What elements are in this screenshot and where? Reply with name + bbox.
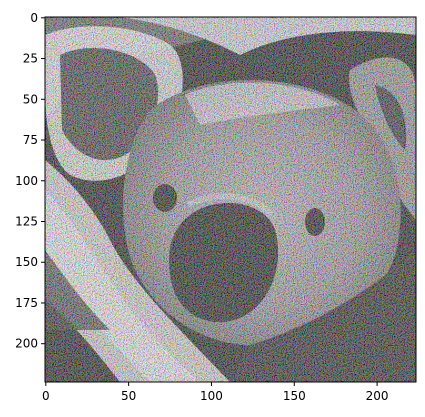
x-tick-label: 100	[200, 389, 223, 403]
y-tick-label: 175	[15, 296, 38, 310]
x-tick-label: 200	[366, 389, 389, 403]
x-axis: 0 50 100 150 200	[42, 382, 389, 403]
y-tick-label: 0	[30, 11, 38, 25]
y-axis: 0 25 50 75 100 125 150 175 200	[15, 11, 45, 351]
y-tick-label: 100	[15, 174, 38, 188]
x-tick-label: 0	[42, 389, 50, 403]
x-tick-label: 150	[283, 389, 306, 403]
y-tick-label: 50	[23, 92, 38, 106]
y-tick-label: 125	[15, 214, 38, 228]
y-tick-label: 150	[15, 255, 38, 269]
y-tick-label: 200	[15, 337, 38, 351]
y-tick-label: 75	[23, 133, 38, 147]
koala-image	[45, 17, 416, 382]
y-tick-label: 25	[23, 52, 38, 66]
axes-frame	[44, 16, 417, 383]
x-tick-label: 50	[121, 389, 136, 403]
